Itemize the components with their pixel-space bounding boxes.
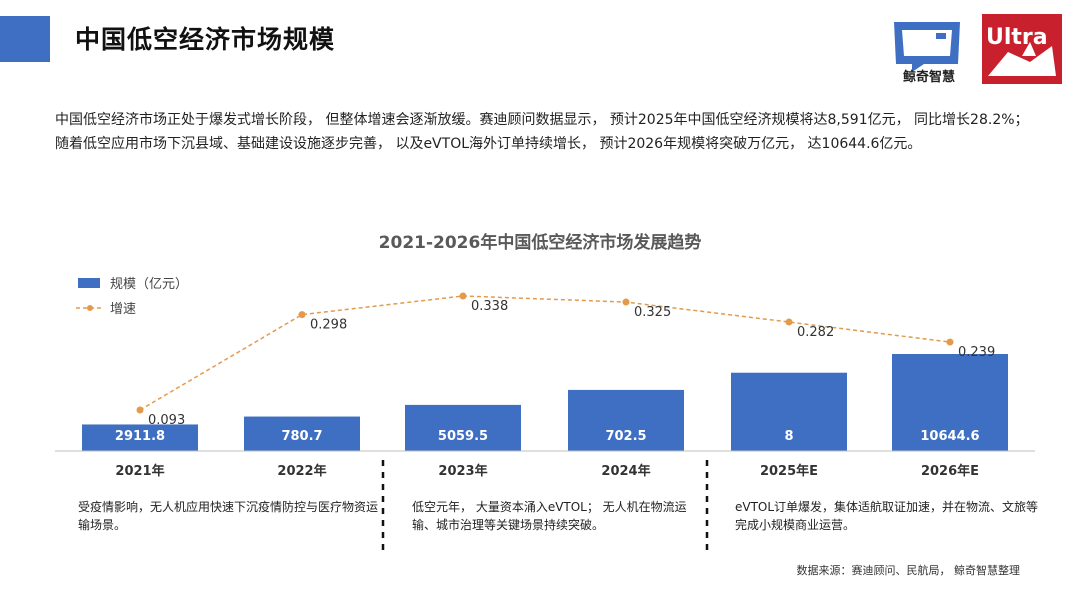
growth-label: 0.282 xyxy=(797,325,834,340)
growth-point xyxy=(459,292,467,300)
growth-label: 0.239 xyxy=(958,345,995,360)
growth-label: 0.325 xyxy=(634,305,671,320)
growth-point xyxy=(136,406,144,414)
jingqi-logo: 鲸奇智慧 xyxy=(894,22,960,85)
growth-label: 0.338 xyxy=(471,299,508,314)
bar-label: 5059.5 xyxy=(438,429,488,444)
legend-bar-label: 规模（亿元） xyxy=(110,277,188,292)
market-trend-chart: 2021-2026年中国低空经济市场发展趋势 规模（亿元） 增速 2911.8 78… xyxy=(55,232,1035,554)
growth-point xyxy=(946,338,954,346)
intro-paragraph: 中国低空经济市场正处于爆发式增长阶段， 但整体增速会逐渐放缓。赛迪顾问数据显示，… xyxy=(55,112,1029,152)
note-2023-2024: 低空元年， 大量资本涌入eVTOL； 无人机在物流运输、城市治理等关键场景持续突… xyxy=(412,500,687,532)
title-accent-block xyxy=(0,16,50,62)
logo-right-text: Ultra xyxy=(986,25,1048,50)
x-tick-label: 2025年E xyxy=(760,463,818,479)
legend-line-marker xyxy=(87,305,93,311)
bar-label: 2911.8 xyxy=(115,429,165,444)
x-tick-label: 2024年 xyxy=(601,463,650,479)
ultra-logo: Ultra xyxy=(982,14,1062,84)
note-2025-2026: eVTOL订单爆发，集体适航取证加速，并在物流、文旅等完成小规模商业运营。 xyxy=(735,500,1039,532)
bar-label: 702.5 xyxy=(605,429,646,444)
x-tick-label: 2021年 xyxy=(115,463,164,479)
bar-2023年 xyxy=(405,404,521,451)
bar-label: 780.7 xyxy=(281,429,322,444)
note-2021-2022: 受疫情影响，无人机应用快速下沉疫情防控与医疗物资运输场景。 xyxy=(78,500,379,532)
bar-2025年E xyxy=(731,372,847,451)
logo-left-text: 鲸奇智慧 xyxy=(903,69,955,85)
bar-2021年 xyxy=(82,424,198,451)
x-tick-label: 2022年 xyxy=(277,463,326,479)
legend-bar-swatch xyxy=(78,278,100,288)
chart-title: 2021-2026年中国低空经济市场发展趋势 xyxy=(379,232,702,253)
bar-2024年 xyxy=(568,389,684,451)
bar-2026年E xyxy=(892,354,1008,451)
data-source: 数据来源：赛迪顾问、民航局， 鲸奇智慧整理 xyxy=(796,564,1021,577)
bar-2022年 xyxy=(244,416,360,451)
x-tick-label: 2026年E xyxy=(921,463,979,479)
legend-line-label: 增速 xyxy=(110,302,136,317)
bar-label: 8 xyxy=(784,429,793,444)
chart-legend: 规模（亿元） 增速 xyxy=(76,277,188,317)
page-title: 中国低空经济市场规模 xyxy=(75,25,336,54)
bar-label: 10644.6 xyxy=(920,429,979,444)
growth-point xyxy=(785,318,793,326)
growth-point xyxy=(622,298,630,306)
growth-point xyxy=(298,311,306,319)
growth-line xyxy=(139,295,951,411)
growth-label: 0.298 xyxy=(310,318,347,333)
x-tick-label: 2023年 xyxy=(438,463,487,479)
growth-label: 0.093 xyxy=(148,413,185,428)
